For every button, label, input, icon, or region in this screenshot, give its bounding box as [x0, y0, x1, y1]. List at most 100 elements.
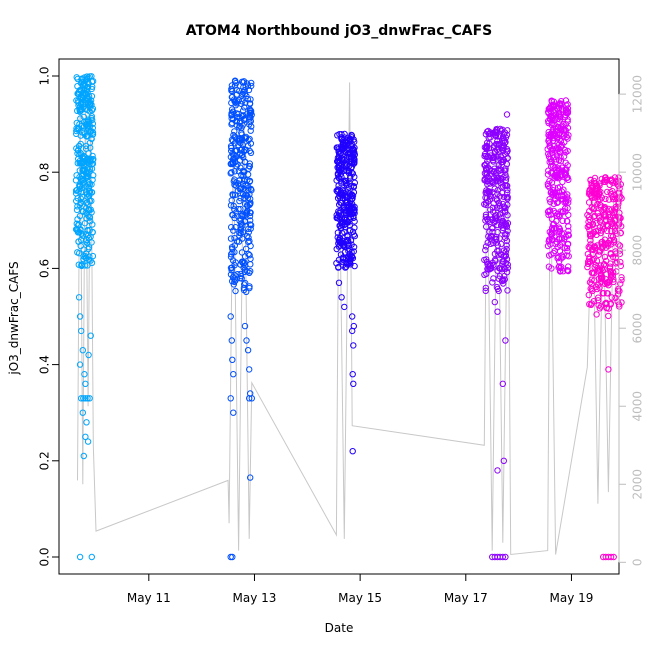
- data-point: [501, 129, 509, 136]
- data-point: [230, 409, 237, 416]
- data-point: [234, 98, 241, 105]
- data-point: [490, 180, 497, 187]
- data-point: [247, 225, 254, 232]
- data-point: [88, 128, 95, 135]
- data-point: [499, 224, 507, 232]
- data-point: [75, 261, 83, 268]
- data-point: [77, 107, 84, 114]
- data-point: [504, 287, 511, 294]
- data-point: [247, 96, 254, 103]
- data-point: [606, 277, 613, 284]
- data-point: [486, 189, 493, 196]
- x-tick-label: May 13: [233, 591, 277, 605]
- data-point: [347, 150, 354, 157]
- data-point: [351, 224, 358, 231]
- data-point: [341, 243, 348, 250]
- data-point: [80, 155, 88, 163]
- data-point: [556, 136, 563, 143]
- data-point: [335, 158, 342, 165]
- data-point: [228, 121, 235, 128]
- data-point: [584, 223, 591, 231]
- data-point: [74, 222, 82, 229]
- data-point: [89, 229, 96, 236]
- data-point: [240, 116, 248, 123]
- data-point: [238, 249, 246, 256]
- series-2: [227, 77, 256, 561]
- data-point: [486, 196, 494, 203]
- data-point: [248, 395, 256, 402]
- data-point: [487, 206, 494, 213]
- data-point: [593, 257, 601, 265]
- data-point: [82, 262, 89, 269]
- data-point: [549, 191, 556, 198]
- data-point: [609, 272, 616, 280]
- data-point: [554, 244, 561, 251]
- data-point: [77, 200, 84, 207]
- data-point: [491, 153, 498, 160]
- data-point: [545, 150, 552, 158]
- data-point: [586, 208, 593, 215]
- data-point: [233, 86, 241, 94]
- data-point: [615, 200, 622, 208]
- data-point: [483, 144, 490, 152]
- x-axis-label: Date: [325, 621, 354, 635]
- data-point: [504, 182, 511, 190]
- data-point: [495, 161, 502, 169]
- data-point: [231, 147, 239, 155]
- data-point: [240, 112, 247, 119]
- data-point: [241, 322, 249, 330]
- data-point: [545, 211, 552, 219]
- data-point: [227, 235, 235, 242]
- data-point: [341, 303, 348, 311]
- data-point: [85, 116, 92, 123]
- data-point: [599, 274, 606, 282]
- data-point: [601, 176, 609, 184]
- data-point: [605, 312, 612, 320]
- data-point: [584, 250, 592, 258]
- data-point: [549, 137, 557, 144]
- data-point: [77, 140, 84, 148]
- data-point: [552, 145, 560, 152]
- data-point: [76, 94, 83, 101]
- data-point: [591, 204, 598, 212]
- data-point: [247, 261, 254, 268]
- data-point: [499, 553, 506, 561]
- data-point: [85, 244, 93, 251]
- data-point: [563, 166, 570, 173]
- data-point: [546, 196, 553, 203]
- data-point: [351, 173, 358, 181]
- data-point: [483, 160, 490, 168]
- data-point: [601, 205, 608, 212]
- data-point: [561, 244, 569, 252]
- data-point: [88, 259, 96, 266]
- data-point: [504, 186, 511, 194]
- data-point: [231, 235, 238, 242]
- data-point: [245, 86, 253, 94]
- data-point: [595, 275, 603, 282]
- data-point: [84, 438, 92, 445]
- data-point: [483, 178, 490, 185]
- data-point: [601, 211, 608, 218]
- data-point: [246, 135, 253, 143]
- data-point: [595, 251, 602, 259]
- data-point: [78, 193, 86, 200]
- data-point: [350, 342, 357, 349]
- data-point: [82, 395, 89, 402]
- data-point: [82, 380, 89, 387]
- data-point: [79, 129, 86, 136]
- data-point: [78, 327, 85, 335]
- data-point: [230, 371, 237, 378]
- data-point: [237, 185, 245, 192]
- data-point: [557, 157, 565, 165]
- data-point: [344, 232, 351, 239]
- data-point: [592, 190, 599, 198]
- data-point: [72, 177, 80, 184]
- data-point: [616, 250, 624, 258]
- y-tick-label: 1.0: [38, 66, 52, 85]
- data-point: [336, 151, 343, 158]
- data-point: [547, 189, 554, 196]
- y-tick-label: 0.4: [38, 355, 52, 374]
- data-point: [246, 284, 253, 292]
- data-point: [547, 198, 554, 206]
- x-tick-label: May 17: [444, 591, 488, 605]
